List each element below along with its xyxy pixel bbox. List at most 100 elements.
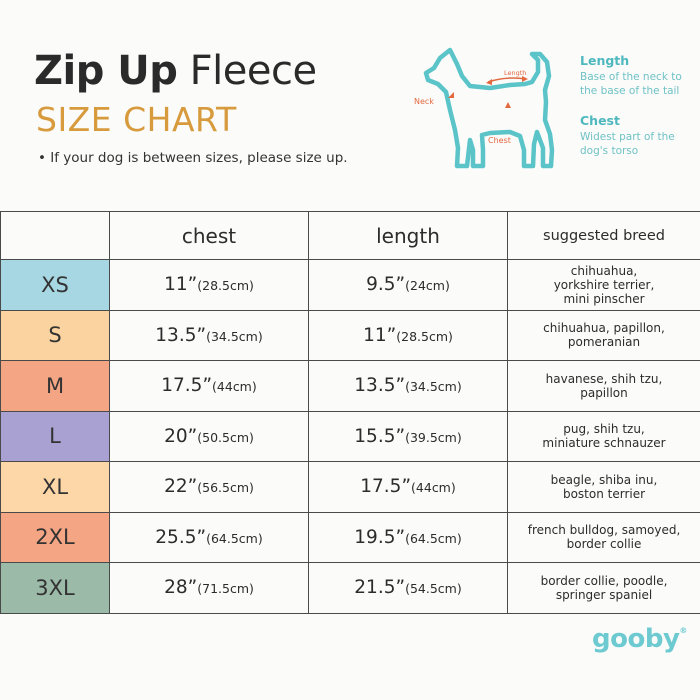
length-inches: 17.5” <box>360 476 412 498</box>
length-cm: (54.5cm) <box>405 581 462 597</box>
header-length: length <box>308 211 508 260</box>
length-inches: 11” <box>363 324 397 346</box>
length-inches: 19.5” <box>354 526 406 548</box>
length-inches: 13.5” <box>354 375 406 397</box>
length-cell: 21.5”(54.5cm) <box>308 562 508 614</box>
breed-line: boston terrier <box>562 486 646 501</box>
header-chest: chest <box>109 211 309 260</box>
breed-cell: chihuahua, papillon, pomeranian <box>507 309 700 361</box>
breed-line: papillon <box>580 385 628 400</box>
chest-cell: 28”(71.5cm) <box>109 562 309 614</box>
neck-arrowhead <box>448 92 454 98</box>
chest-cm: (28.5cm) <box>197 278 254 294</box>
chest-inches: 25.5” <box>155 526 207 548</box>
breed-cell: chihuahua, yorkshire terrier, mini pinsche… <box>507 259 700 311</box>
breed-line: pug, shih tzu, <box>563 422 645 437</box>
table-row: XL 22”(56.5cm) 17.5”(44cm) beagle, shiba in… <box>0 461 700 513</box>
table-row: M 17.5”(44cm) 13.5”(34.5cm) havanese, shih … <box>0 360 700 412</box>
length-cm: (39.5cm) <box>405 429 462 445</box>
chest-cm: (34.5cm) <box>206 328 263 344</box>
breed-cell: border collie, poodle, springer spaniel <box>507 562 700 614</box>
table-row: L 20”(50.5cm) 15.5”(39.5cm) pug, shih tzu, m… <box>0 410 700 462</box>
breed-line: beagle, shiba inu, <box>550 472 658 487</box>
legend-chest-head: Chest <box>580 113 620 128</box>
gooby-logo: gooby® <box>592 624 687 654</box>
chest-inches: 13.5” <box>155 324 207 346</box>
title-rest: Fleece <box>189 48 317 94</box>
dog-outline <box>423 47 555 169</box>
length-cm: (44cm) <box>411 480 456 496</box>
length-inches: 9.5” <box>366 274 406 296</box>
breed-line: chihuahua, <box>570 263 638 278</box>
chest-arrowhead <box>505 102 511 108</box>
chest-inches: 11” <box>164 274 198 296</box>
breed-cell: french bulldog, samoyed, border collie <box>507 511 700 563</box>
size-cell: M <box>0 360 110 412</box>
legend-length-head: Length <box>580 53 630 68</box>
breed-line: pomeranian <box>567 335 641 350</box>
chest-cell: 11”(28.5cm) <box>109 259 309 311</box>
breed-line: yorkshire terrier, <box>553 277 655 292</box>
size-cell: 2XL <box>0 511 110 563</box>
chest-cm: (50.5cm) <box>197 429 254 445</box>
dog-measurement-diagram: Neck Length Chest <box>414 47 555 169</box>
title-bold: Zip Up <box>34 48 178 94</box>
chest-label: Chest <box>488 136 511 145</box>
breed-line: havanese, shih tzu, <box>545 371 663 386</box>
legend-chest-desc: Widest part of the dog's torso <box>580 131 675 157</box>
table-header-row: chest length suggested breed <box>0 211 700 260</box>
length-cell: 11”(28.5cm) <box>308 309 508 361</box>
chest-inches: 22” <box>164 476 198 498</box>
breed-line: miniature schnauzer <box>542 436 666 451</box>
chest-cell: 20”(50.5cm) <box>109 410 309 462</box>
chest-cm: (56.5cm) <box>197 480 254 496</box>
header-size <box>0 211 110 260</box>
legend-length: Length Base of the neck to the base of t… <box>580 54 695 98</box>
length-cm: (34.5cm) <box>405 379 462 395</box>
neck-label: Neck <box>414 97 434 106</box>
page-title: Zip Up Fleece <box>34 48 317 94</box>
length-arrowhead-right <box>522 76 528 82</box>
sizing-note: • If your dog is between sizes, please s… <box>38 150 348 166</box>
length-cell: 13.5”(34.5cm) <box>308 360 508 412</box>
page-subtitle: SIZE CHART <box>36 100 237 139</box>
table-row: S 13.5”(34.5cm) 11”(28.5cm) chihuahua, papi… <box>0 309 700 361</box>
table-row: 2XL 25.5”(64.5cm) 19.5”(64.5cm) french bull… <box>0 511 700 563</box>
breed-cell: beagle, shiba inu, boston terrier <box>507 461 700 513</box>
chest-cell: 13.5”(34.5cm) <box>109 309 309 361</box>
logo-registered-mark: ® <box>679 626 687 635</box>
breed-cell: pug, shih tzu, miniature schnauzer <box>507 410 700 462</box>
chest-cell: 22”(56.5cm) <box>109 461 309 513</box>
logo-text: gooby <box>592 624 680 654</box>
breed-line: border collie, poodle, <box>540 573 668 588</box>
chest-cm: (64.5cm) <box>206 530 263 546</box>
length-inches: 21.5” <box>354 577 406 599</box>
length-cm: (28.5cm) <box>396 328 453 344</box>
length-inches: 15.5” <box>354 425 406 447</box>
size-chart-table: chest length suggested breed XS 11”(28.5c… <box>0 211 700 614</box>
length-cell: 9.5”(24cm) <box>308 259 508 311</box>
length-cm: (24cm) <box>405 278 450 294</box>
length-label: Length <box>504 69 526 77</box>
length-cm: (64.5cm) <box>405 530 462 546</box>
breed-line: mini pinscher <box>563 291 645 306</box>
length-arrowhead-left <box>486 79 492 85</box>
chest-cm: (44cm) <box>212 379 257 395</box>
chest-cell: 25.5”(64.5cm) <box>109 511 309 563</box>
chest-cell: 17.5”(44cm) <box>109 360 309 412</box>
table-row: XS 11”(28.5cm) 9.5”(24cm) chihuahua, yorkshi… <box>0 259 700 311</box>
table-row: 3XL 28”(71.5cm) 21.5”(54.5cm) border collie… <box>0 562 700 614</box>
size-cell: L <box>0 410 110 462</box>
length-cell: 15.5”(39.5cm) <box>308 410 508 462</box>
chest-inches: 17.5” <box>161 375 213 397</box>
chest-inches: 20” <box>164 425 198 447</box>
size-cell: S <box>0 309 110 361</box>
breed-line: springer spaniel <box>555 587 653 602</box>
length-cell: 17.5”(44cm) <box>308 461 508 513</box>
size-cell: XL <box>0 461 110 513</box>
size-cell: 3XL <box>0 562 110 614</box>
size-cell: XS <box>0 259 110 311</box>
length-cell: 19.5”(64.5cm) <box>308 511 508 563</box>
legend-chest: Chest Widest part of the dog's torso <box>580 114 695 158</box>
header-breed: suggested breed <box>507 211 700 260</box>
